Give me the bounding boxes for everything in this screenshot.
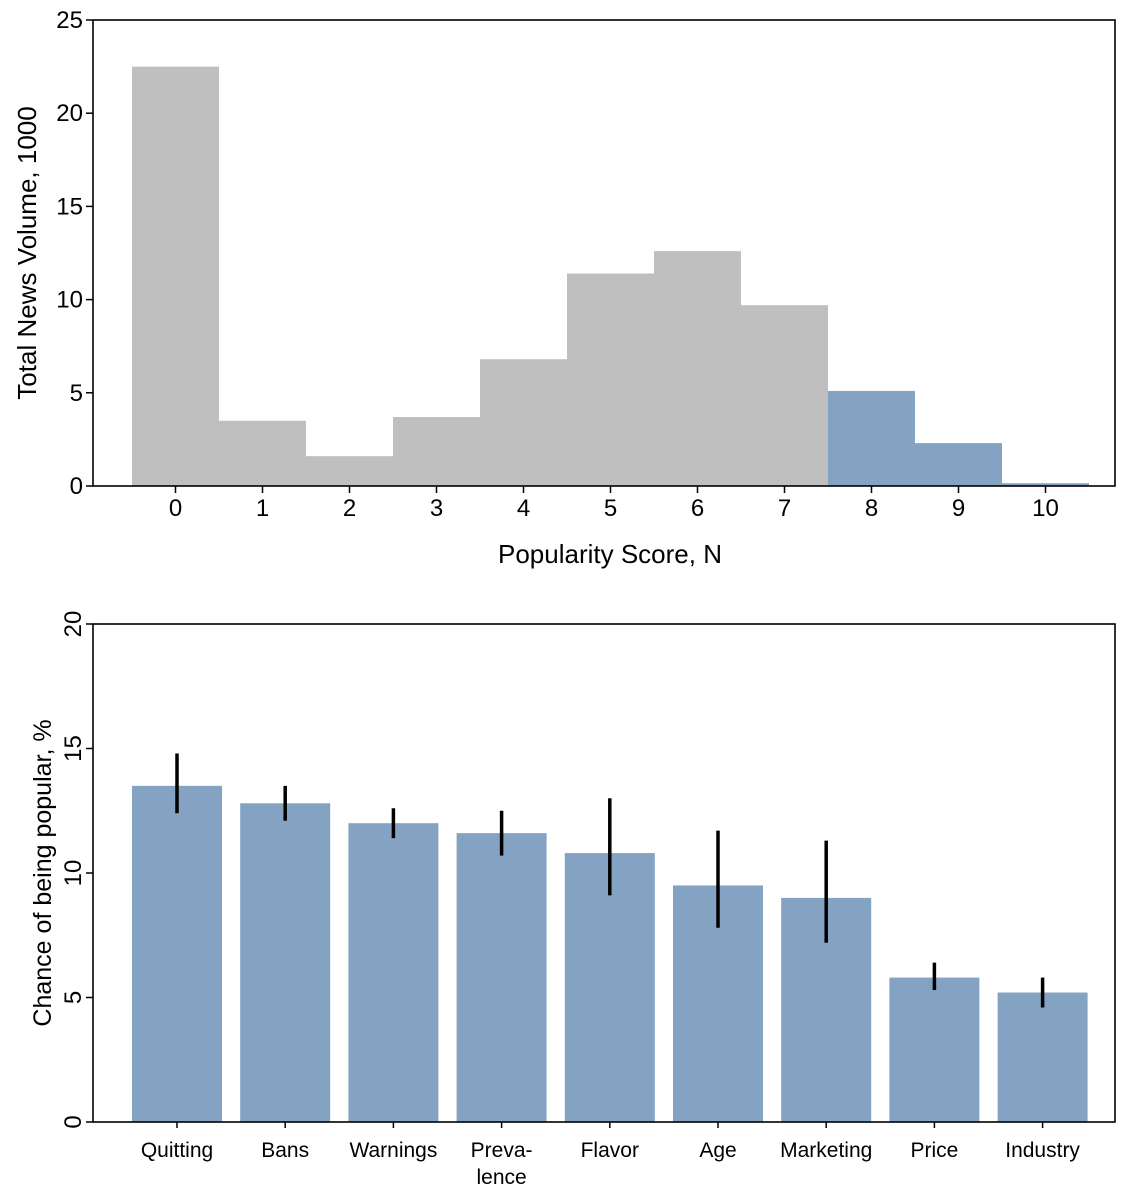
histogram-chart: 0 5 10 15 20 25 0 1 2 3 4 5 6 7 8 9 10 Popularity Score, …	[12, 7, 1116, 569]
topic-bar	[997, 992, 1088, 1122]
x-tick-label: Preva-lence	[471, 1139, 533, 1187]
x-axis-title: Popularity Score, N	[498, 539, 722, 569]
y-tick-label: 15	[56, 193, 83, 220]
histogram-bar	[915, 443, 1002, 486]
x-tick-label: Quitting	[141, 1139, 213, 1162]
histogram-bar	[654, 251, 741, 486]
x-tick-label: 6	[691, 495, 704, 522]
histogram-bar	[393, 417, 480, 486]
y-tick-label: 0	[60, 1115, 87, 1128]
y-tick-label: 20	[56, 100, 83, 127]
x-tick-label: Age	[699, 1139, 736, 1162]
popularity-chance-chart: 0 5 10 15 20 Quitting Bans Warnings Preva-lence F…	[29, 611, 1116, 1187]
topic-bar	[348, 823, 439, 1122]
topic-bar	[240, 803, 331, 1122]
histogram-bar	[306, 456, 393, 486]
y-axis-title: Total News Volume, 1000	[12, 106, 42, 399]
x-tick-label: 2	[343, 495, 356, 522]
x-tick-label: 1	[256, 495, 269, 522]
y-tick-label: 25	[56, 7, 83, 34]
topic-bar	[564, 853, 655, 1122]
x-tick-label: Warnings	[349, 1139, 437, 1162]
x-tick-label: 10	[1032, 495, 1059, 522]
x-tick-label: 5	[604, 495, 617, 522]
histogram-bar	[567, 273, 654, 486]
histogram-bar	[1002, 483, 1089, 486]
x-tick-label: Bans	[261, 1139, 309, 1162]
histogram-bar	[741, 305, 828, 486]
y-tick-label: 10	[60, 860, 87, 887]
y-tick-label: 0	[70, 473, 83, 500]
topic-bar	[456, 833, 547, 1122]
histogram-bar	[828, 390, 915, 486]
x-tick-label: Flavor	[581, 1139, 639, 1162]
x-tick-label: Industry	[1005, 1139, 1080, 1162]
histogram-bar	[132, 66, 219, 486]
x-tick-label: 7	[778, 495, 791, 522]
x-tick-label: 4	[517, 495, 530, 522]
y-tick-label: 15	[60, 735, 87, 762]
y-axis-title: Chance of being popular, %	[29, 719, 57, 1026]
x-tick-label: 9	[952, 495, 965, 522]
y-tick-label: 20	[60, 611, 87, 638]
x-tick-label: 0	[169, 495, 182, 522]
x-tick-label: Price	[910, 1139, 958, 1162]
plot-frame	[92, 19, 1116, 487]
x-tick-label: 3	[430, 495, 443, 522]
y-tick-label: 5	[70, 380, 83, 407]
topic-bar	[889, 977, 980, 1122]
x-tick-label: 8	[865, 495, 878, 522]
topic-bar	[132, 785, 222, 1122]
y-tick-label: 10	[56, 287, 83, 314]
histogram-bar	[219, 420, 306, 486]
y-tick-label: 5	[60, 991, 87, 1004]
x-tick-label: Marketing	[780, 1139, 872, 1162]
histogram-bar	[480, 359, 567, 486]
